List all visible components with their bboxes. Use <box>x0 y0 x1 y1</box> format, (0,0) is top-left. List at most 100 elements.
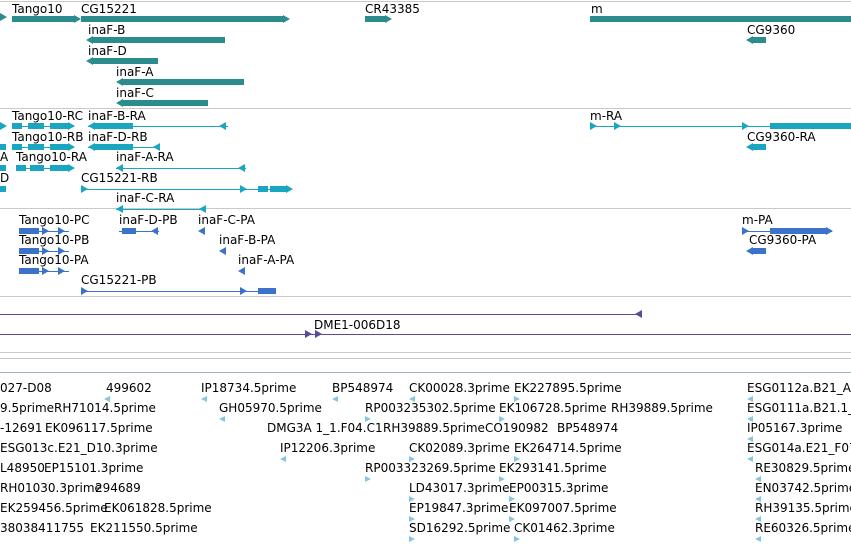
clone-line[interactable] <box>0 314 640 315</box>
est-glyph[interactable] <box>499 416 505 422</box>
est-label[interactable]: RH39889.5prime <box>611 401 713 415</box>
est-label[interactable]: RH71014.5prime <box>54 401 156 415</box>
est-glyph[interactable] <box>747 416 753 422</box>
est-label[interactable]: EK096117.5prime <box>45 421 153 435</box>
gene-glyph-inaf-b[interactable] <box>93 37 225 43</box>
transcript-label[interactable]: CG15221-RB <box>81 171 158 185</box>
est-label[interactable]: RP003235302.5prime <box>365 401 496 415</box>
est-label[interactable]: RH39889.5prime <box>383 421 485 435</box>
transcript-exon[interactable] <box>28 144 44 150</box>
est-label[interactable]: RE30829.5prime <box>755 461 851 475</box>
transcript-exon[interactable] <box>12 144 22 150</box>
transcript-label[interactable]: inaF-B-RA <box>88 109 146 123</box>
est-glyph[interactable] <box>365 476 371 482</box>
transcript-exon[interactable] <box>50 144 68 150</box>
gene-label[interactable]: CG9360 <box>747 23 796 37</box>
gene-label[interactable]: CR43385 <box>365 2 420 16</box>
est-label[interactable]: BP548974 <box>332 381 394 395</box>
est-glyph[interactable] <box>104 396 110 402</box>
est-label[interactable]: ESG0111a.B21.1_ <box>747 401 851 415</box>
est-label[interactable]: SD16292.5prime <box>409 521 511 535</box>
protein-exon[interactable] <box>753 248 766 254</box>
protein-label[interactable]: inaF-B-PA <box>219 233 276 247</box>
est-glyph[interactable] <box>514 456 520 462</box>
est-label[interactable]: IP18734.5prime <box>201 381 297 395</box>
est-glyph[interactable] <box>747 456 753 462</box>
protein-label[interactable]: m-PA <box>742 213 773 227</box>
est-label[interactable]: RH01030.3prime <box>0 481 102 495</box>
protein-exon[interactable] <box>19 268 39 274</box>
gene-label[interactable]: inaF-D <box>88 44 127 58</box>
est-label[interactable]: BP548974 <box>557 421 619 435</box>
est-label[interactable]: EK061828.5prime <box>104 501 212 515</box>
transcript-exon[interactable] <box>270 186 286 192</box>
est-label[interactable]: 38038411755 <box>0 521 84 535</box>
transcript-label[interactable]: inaF-A-RA <box>116 150 174 164</box>
est-glyph[interactable] <box>499 476 505 482</box>
est-label[interactable]: 294689 <box>95 481 141 495</box>
est-label[interactable]: EK293141.5prime <box>499 461 607 475</box>
est-label[interactable]: CK01462.3prime <box>514 521 615 535</box>
transcript-label[interactable]: m-RA <box>590 109 623 123</box>
est-glyph[interactable] <box>755 476 761 482</box>
est-label[interactable]: 027-D08 <box>0 381 52 395</box>
est-label[interactable]: EK259456.5prime <box>0 501 108 515</box>
est-label[interactable]: LD43017.3prime <box>409 481 510 495</box>
gene-glyph-cg9360[interactable] <box>753 37 766 43</box>
est-label[interactable]: GH05970.5prime <box>219 401 322 415</box>
gene-arrow-offscreen-left[interactable] <box>0 13 7 21</box>
est-glyph[interactable] <box>755 496 761 502</box>
protein-label[interactable]: Tango10-PC <box>19 213 90 227</box>
gene-label[interactable]: inaF-B <box>88 23 126 37</box>
transcript-label[interactable]: Tango10-RB <box>12 130 84 144</box>
est-label[interactable]: EK227895.5prime <box>514 381 622 395</box>
est-glyph[interactable] <box>332 396 338 402</box>
transcript-exon[interactable] <box>770 123 851 129</box>
transcript-exon[interactable] <box>12 123 22 129</box>
transcript-exon-offscreen[interactable] <box>0 144 6 150</box>
protein-label[interactable]: CG9360-PA <box>749 233 817 247</box>
gene-glyph-inaf-a[interactable] <box>123 79 244 85</box>
gene-label[interactable]: m <box>591 2 603 16</box>
gene-glyph-inaf-d[interactable] <box>93 58 158 64</box>
est-label[interactable]: -12691 <box>0 421 43 435</box>
protein-exon[interactable] <box>770 228 826 234</box>
gene-glyph-cg15221[interactable] <box>81 16 283 22</box>
est-label[interactable]: RP003323269.5prime <box>365 461 496 475</box>
protein-exon[interactable] <box>19 248 39 254</box>
est-label[interactable]: EK211550.5prime <box>90 521 198 535</box>
protein-label[interactable]: Tango10-PA <box>19 253 89 267</box>
est-glyph[interactable] <box>509 496 515 502</box>
est-glyph[interactable] <box>409 456 415 462</box>
transcript-exon[interactable] <box>753 144 766 150</box>
est-glyph[interactable] <box>201 396 207 402</box>
transcript-exon[interactable] <box>50 165 68 171</box>
est-label[interactable]: EK106728.5prime <box>499 401 607 415</box>
gene-label[interactable]: inaF-C <box>116 86 154 100</box>
est-glyph[interactable] <box>755 536 761 542</box>
transcript-label[interactable]: inaF-D-RB <box>88 130 148 144</box>
protein-label[interactable]: inaF-C-PA <box>198 213 255 227</box>
gene-label[interactable]: CG15221 <box>81 2 137 16</box>
transcript-exon[interactable] <box>258 186 268 192</box>
transcript-exon-offscreen[interactable] <box>0 165 6 171</box>
protein-exon[interactable] <box>258 288 276 294</box>
est-label[interactable]: EN03742.5prime <box>755 481 851 495</box>
protein-label[interactable]: inaF-D-PB <box>119 213 178 227</box>
est-label[interactable]: RE60326.5prime <box>755 521 851 535</box>
gene-label[interactable]: inaF-A <box>116 65 154 79</box>
gene-glyph-m[interactable] <box>590 16 851 22</box>
est-label[interactable]: IP05167.3prime <box>747 421 843 435</box>
est-label[interactable]: ESG013c.E21_D10.3prime <box>0 441 158 455</box>
est-glyph[interactable] <box>409 496 415 502</box>
est-label[interactable]: 499602 <box>106 381 152 395</box>
transcript-label[interactable]: CG9360-RA <box>747 130 816 144</box>
est-label[interactable]: EK097007.5prime <box>509 501 617 515</box>
est-glyph[interactable] <box>755 516 761 522</box>
gene-glyph-cr43385[interactable] <box>365 16 385 22</box>
est-label[interactable]: CK02089.3prime <box>409 441 510 455</box>
est-glyph[interactable] <box>409 516 415 522</box>
est-label[interactable]: CO190982 <box>485 421 549 435</box>
transcript-label[interactable]: D <box>0 171 10 185</box>
